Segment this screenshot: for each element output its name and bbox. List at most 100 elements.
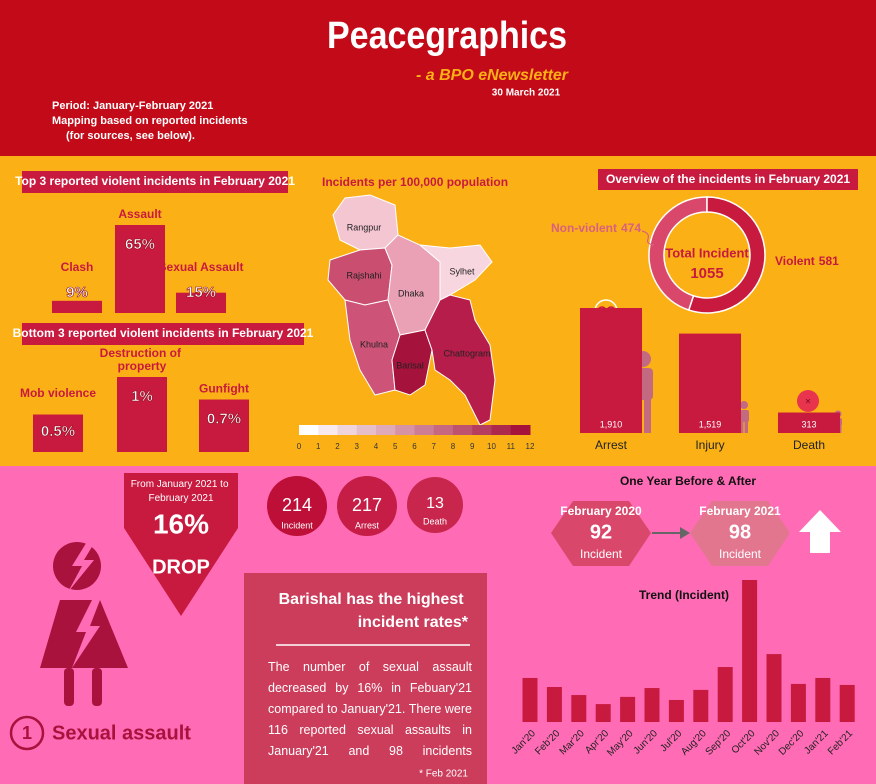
scale-step (414, 425, 435, 435)
lightning (68, 540, 96, 592)
scale-label: 4 (374, 442, 379, 451)
subtitle: - a BPO eNewsletter (416, 67, 569, 84)
death-face: ×︎ (805, 397, 811, 408)
text-line: Destruction of (100, 346, 185, 360)
mapping-note: Mapping based on reported incidents (52, 115, 248, 127)
stat-value: 214 (282, 495, 312, 515)
compare-label: Incident (719, 547, 762, 561)
region (418, 244, 493, 301)
category-number: 1 (22, 723, 32, 743)
slice-name: Violent (775, 254, 815, 268)
donut (648, 196, 766, 314)
stat-circle (337, 476, 397, 536)
compare-label: Incident (580, 547, 623, 561)
text-line: February 2021 (148, 493, 213, 504)
highlight-body-box: The number of sexual assault decreased b… (268, 660, 472, 758)
stat-label: Death (423, 516, 447, 526)
stat-value: 13 (426, 495, 444, 512)
death-icon (797, 390, 819, 412)
text-line: property (118, 359, 167, 373)
stat-value: 217 (352, 495, 382, 515)
slice (687, 196, 766, 314)
scale-label: 3 (355, 442, 360, 451)
text-line: Assault (118, 207, 161, 221)
slice-value: 581 (819, 254, 839, 268)
drop-word: DROP (152, 556, 210, 578)
bar (766, 654, 782, 722)
region-label: Sylhet (449, 266, 475, 276)
bar (176, 292, 226, 313)
compare-value: 92 (590, 521, 612, 543)
bar (839, 684, 855, 722)
category-label: Sexual assault (52, 722, 191, 744)
compare-period: February 2020 (560, 504, 642, 518)
bar (679, 333, 741, 433)
title-box (22, 171, 288, 193)
bar (199, 399, 249, 452)
category-label: Sexual Assault (159, 260, 244, 274)
value-label: 1,910 (600, 419, 623, 429)
scale-label: 9 (470, 442, 475, 451)
bar (117, 377, 167, 452)
donut-total: 1055 (690, 265, 723, 282)
chart-title: Top 3 reported violent incidents in Febr… (15, 174, 295, 188)
scale-step (318, 425, 338, 435)
scale-step (299, 425, 319, 435)
bar (595, 704, 611, 722)
sources-note: (for sources, see below). (66, 130, 195, 142)
footnote: * Feb 2021 (419, 769, 468, 780)
hexagon (551, 501, 651, 566)
compare-title: One Year Before & After (620, 474, 756, 488)
bar (742, 579, 758, 722)
scale-step (453, 425, 473, 435)
highlight-box (244, 573, 487, 784)
region (424, 294, 496, 426)
map (327, 194, 496, 426)
lightning (72, 600, 100, 668)
title-box (598, 169, 858, 190)
stat-circle (407, 477, 463, 533)
person-figure (739, 401, 749, 433)
region-label: Rajshahi (346, 270, 381, 280)
bar (571, 695, 587, 722)
category-label: Injury (695, 438, 724, 452)
scale-step (472, 425, 492, 435)
text-line: Clash (61, 260, 94, 274)
connector (641, 230, 655, 246)
bar (52, 300, 102, 313)
bar (778, 412, 840, 433)
category-label: Destruction of property (100, 346, 185, 373)
scale-step (376, 425, 396, 435)
text-line: incident rates* (358, 614, 469, 631)
slice-value: 474 (621, 221, 641, 235)
donut-center-label: Total Incident (665, 245, 749, 260)
color-scale: 0 1 2 3 4 5 6 7 8 9 10 11 12 (297, 425, 535, 451)
category-label: Assault (118, 207, 161, 221)
value-label: 65% (125, 236, 155, 253)
scale-step (491, 425, 512, 435)
drop-value: 16% (153, 508, 209, 539)
category-label: Mob violence (20, 386, 96, 400)
text-line: Sexual Assault (159, 260, 244, 274)
chart-title: Bottom 3 reported violent incidents in F… (13, 326, 314, 340)
bar (580, 308, 642, 433)
value-label: 0.7% (207, 410, 241, 427)
value-label: 313 (801, 419, 816, 429)
value-label: 15% (186, 284, 216, 301)
scale-label: 1 (316, 442, 321, 451)
bar (815, 677, 831, 722)
region-label: Dhaka (398, 288, 424, 298)
scale-step (337, 425, 358, 435)
up-arrow (799, 510, 841, 553)
scale-label: 11 (507, 442, 516, 451)
slice-label: Non-violent 474 (551, 221, 641, 235)
arrow-head (680, 527, 690, 539)
stat-label: Arrest (355, 520, 380, 530)
date: 30 March 2021 (492, 88, 561, 99)
scale-label: 8 (451, 442, 456, 451)
drop-text: From January 2021 to February 2021 (131, 479, 232, 504)
scale-label: 12 (526, 442, 535, 451)
scale-label: 6 (412, 442, 417, 451)
bar (717, 667, 733, 722)
